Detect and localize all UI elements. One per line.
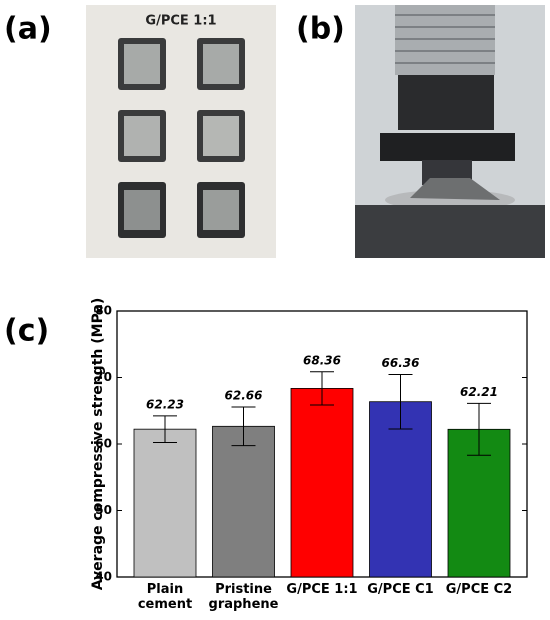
x-tick-label: G/PCE C1 — [367, 582, 434, 597]
y-tick-label: 60 — [95, 437, 112, 451]
photo-caption: G/PCE 1:1 — [145, 14, 216, 29]
x-tick-label: G/PCE 1:1 — [286, 582, 358, 597]
bar — [290, 388, 354, 578]
y-axis-label: Average compressive strength (MPa) — [90, 298, 106, 591]
panel-label: (a) — [4, 12, 52, 47]
bar — [212, 425, 275, 578]
photo-a: G/PCE 1:1 — [86, 5, 276, 258]
photo-b — [355, 5, 545, 258]
value-label: 62.66 — [225, 389, 263, 403]
panel-label: (c) — [4, 314, 49, 349]
value-label: 68.36 — [303, 353, 341, 367]
value-label: 62.21 — [460, 385, 498, 399]
y-tick-label: 50 — [95, 503, 112, 517]
value-label: 62.23 — [146, 397, 184, 411]
bar — [369, 401, 432, 578]
panel-label: (b) — [296, 12, 345, 47]
x-tick-label: Plain cement — [137, 582, 193, 612]
x-tick-label: Pristine graphene — [208, 582, 279, 612]
x-tick-label: G/PCE C2 — [445, 582, 513, 597]
bar — [133, 428, 197, 578]
value-label: 66.36 — [382, 356, 420, 370]
y-tick-label: 80 — [95, 304, 112, 318]
y-tick-label: 70 — [95, 370, 112, 384]
y-tick-label: 40 — [95, 570, 112, 584]
